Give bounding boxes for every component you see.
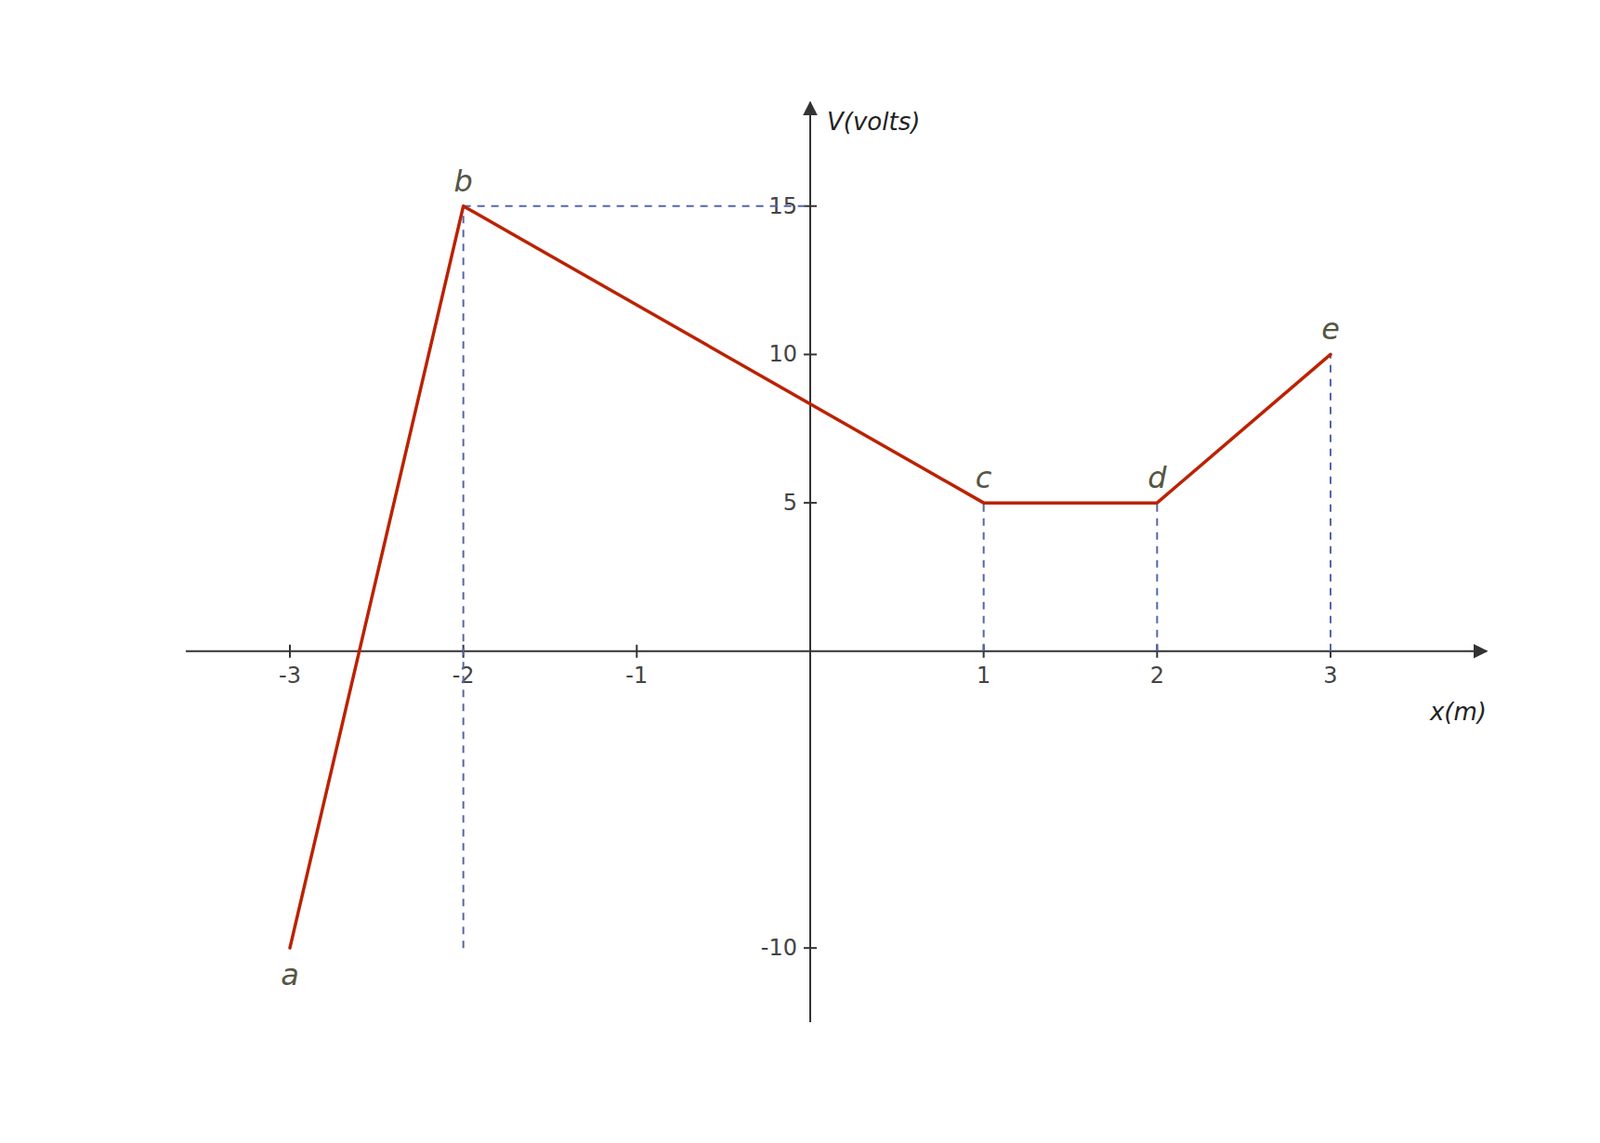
y-tick-label: -10 (760, 934, 798, 961)
x-tick-label: 1 (976, 662, 991, 689)
chart: -3-2-1123-1051015x(m)V(volts)abcde (0, 0, 1600, 1143)
y-tick-label: 10 (768, 340, 798, 368)
x-tick-label: -3 (278, 662, 302, 689)
reference-line (463, 205, 811, 208)
x-axis-line (185, 650, 1487, 653)
y-axis-line (809, 102, 812, 1023)
point-label: b (454, 163, 473, 199)
point-label: c (975, 459, 993, 496)
point-label: e (1321, 311, 1340, 347)
y-axis-label: V(volts) (826, 107, 920, 136)
y-tick-label: 5 (783, 489, 798, 516)
y-tick (803, 946, 817, 949)
point-label: d (1147, 459, 1168, 496)
x-tick (635, 644, 638, 658)
x-tick-label: 2 (1150, 662, 1165, 689)
x-tick-label: 3 (1323, 662, 1338, 689)
y-tick (803, 501, 817, 504)
y-tick (803, 353, 817, 355)
plot-area (289, 206, 1331, 948)
point-label: a (280, 957, 300, 993)
x-axis-label: x(m) (1429, 697, 1487, 726)
reference-line (1155, 502, 1158, 652)
x-tick-label: -1 (625, 662, 648, 689)
data-line (289, 206, 1331, 948)
reference-line (983, 502, 985, 652)
x-tick (288, 644, 291, 658)
reference-line (1329, 354, 1332, 651)
reference-line (462, 206, 465, 948)
